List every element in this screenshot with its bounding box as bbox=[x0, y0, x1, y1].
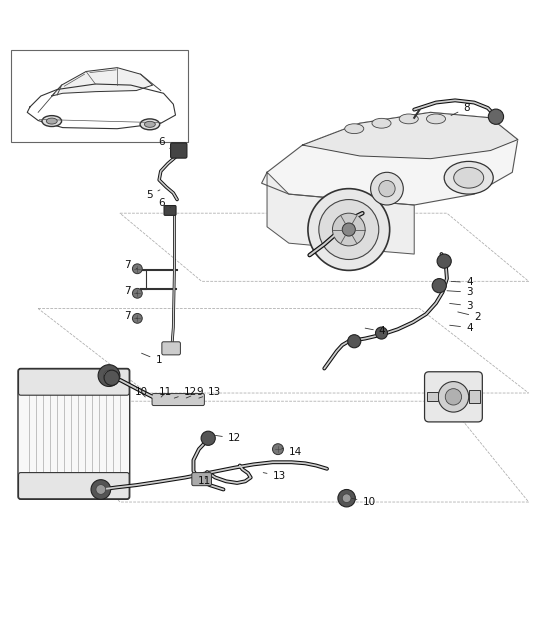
Text: 7: 7 bbox=[124, 260, 137, 270]
Text: 2: 2 bbox=[458, 311, 481, 322]
Text: 6: 6 bbox=[158, 138, 171, 149]
Ellipse shape bbox=[372, 118, 391, 128]
Text: 4: 4 bbox=[451, 278, 473, 288]
Text: 13: 13 bbox=[263, 471, 286, 481]
Circle shape bbox=[342, 223, 355, 236]
Bar bbox=[427, 392, 438, 401]
Circle shape bbox=[308, 188, 390, 271]
Ellipse shape bbox=[426, 114, 446, 124]
Text: 13: 13 bbox=[199, 387, 221, 398]
Circle shape bbox=[342, 494, 351, 502]
Circle shape bbox=[201, 431, 215, 445]
Ellipse shape bbox=[399, 114, 419, 124]
Text: 12: 12 bbox=[215, 433, 241, 443]
Circle shape bbox=[132, 264, 142, 274]
Polygon shape bbox=[52, 68, 153, 96]
Text: 6: 6 bbox=[158, 198, 171, 208]
Text: 8: 8 bbox=[451, 103, 470, 116]
Text: 14: 14 bbox=[282, 447, 302, 457]
Polygon shape bbox=[262, 112, 518, 205]
Text: 3: 3 bbox=[447, 287, 473, 297]
Text: 7: 7 bbox=[124, 311, 137, 321]
FancyBboxPatch shape bbox=[152, 394, 204, 406]
FancyBboxPatch shape bbox=[164, 205, 176, 215]
Circle shape bbox=[376, 327, 387, 339]
Text: 1: 1 bbox=[142, 353, 162, 365]
Ellipse shape bbox=[140, 119, 160, 130]
Text: 4: 4 bbox=[450, 323, 473, 333]
Circle shape bbox=[104, 370, 119, 386]
Circle shape bbox=[437, 254, 451, 268]
Ellipse shape bbox=[42, 116, 62, 126]
Text: 10: 10 bbox=[135, 387, 148, 398]
Circle shape bbox=[319, 200, 379, 259]
FancyBboxPatch shape bbox=[18, 369, 130, 499]
Text: 3: 3 bbox=[450, 301, 473, 311]
Ellipse shape bbox=[144, 121, 155, 127]
Bar bbox=[11, 50, 188, 143]
FancyBboxPatch shape bbox=[19, 369, 129, 395]
Text: 9: 9 bbox=[186, 387, 203, 398]
Circle shape bbox=[432, 279, 446, 293]
Circle shape bbox=[371, 172, 403, 205]
Ellipse shape bbox=[344, 124, 364, 134]
Ellipse shape bbox=[444, 161, 493, 194]
Text: 12: 12 bbox=[174, 387, 197, 398]
Circle shape bbox=[132, 313, 142, 323]
Circle shape bbox=[104, 370, 114, 381]
Text: 11: 11 bbox=[198, 476, 211, 486]
Text: 5: 5 bbox=[146, 190, 160, 200]
Circle shape bbox=[338, 489, 355, 507]
Bar bbox=[469, 390, 480, 403]
Circle shape bbox=[379, 180, 395, 197]
Circle shape bbox=[332, 213, 365, 246]
FancyBboxPatch shape bbox=[192, 473, 211, 485]
Circle shape bbox=[272, 444, 283, 455]
Circle shape bbox=[96, 485, 106, 494]
Text: 7: 7 bbox=[124, 286, 137, 296]
Text: 10: 10 bbox=[352, 497, 376, 507]
Circle shape bbox=[91, 480, 111, 499]
FancyBboxPatch shape bbox=[162, 342, 180, 355]
Circle shape bbox=[132, 288, 142, 298]
Circle shape bbox=[98, 365, 120, 386]
Circle shape bbox=[445, 389, 462, 405]
FancyBboxPatch shape bbox=[19, 473, 129, 499]
Circle shape bbox=[488, 109, 504, 124]
Ellipse shape bbox=[453, 168, 484, 188]
Polygon shape bbox=[267, 172, 414, 254]
Ellipse shape bbox=[46, 118, 57, 124]
Text: 4: 4 bbox=[365, 327, 385, 337]
FancyBboxPatch shape bbox=[425, 372, 482, 422]
Polygon shape bbox=[302, 112, 518, 159]
Text: 11: 11 bbox=[159, 387, 172, 398]
Circle shape bbox=[438, 382, 469, 412]
Circle shape bbox=[348, 335, 361, 348]
FancyBboxPatch shape bbox=[171, 143, 187, 158]
